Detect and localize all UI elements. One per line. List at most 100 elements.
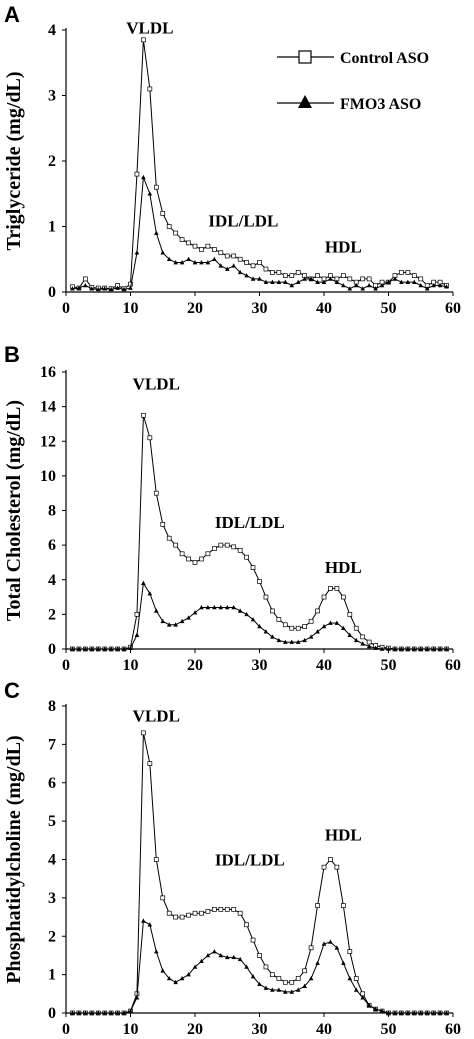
data-point-triangle <box>444 1010 449 1015</box>
data-point-triangle <box>141 174 146 180</box>
data-point-triangle <box>147 591 153 596</box>
data-point-triangle <box>250 276 256 281</box>
data-point-triangle <box>224 266 230 271</box>
data-point-triangle <box>95 646 101 651</box>
data-point-triangle <box>276 279 282 284</box>
peak-annotation: IDL/LDL <box>208 212 278 231</box>
x-tick-label: 30 <box>252 1021 268 1038</box>
data-point-square <box>179 237 185 242</box>
data-point-triangle <box>141 580 146 586</box>
data-point-triangle <box>83 1010 88 1015</box>
data-point-square <box>321 864 327 870</box>
data-point-square <box>153 857 159 862</box>
peak-annotation: HDL <box>325 238 362 257</box>
data-point-triangle <box>70 286 75 291</box>
data-point-triangle <box>218 263 224 268</box>
data-point-triangle <box>360 995 365 1000</box>
data-point-square <box>270 972 275 977</box>
data-point-triangle <box>199 260 204 265</box>
data-point-square <box>353 625 359 631</box>
data-point-triangle <box>128 285 133 290</box>
data-point-triangle <box>341 282 346 288</box>
data-point-triangle <box>115 285 120 290</box>
data-point-square <box>82 276 88 282</box>
data-point-triangle <box>244 611 249 617</box>
data-point-square <box>308 945 314 951</box>
data-point-triangle <box>424 286 430 291</box>
data-point-triangle <box>186 615 191 620</box>
data-point-triangle <box>237 269 243 275</box>
x-tick-label: 30 <box>252 300 268 317</box>
data-point-square <box>418 276 424 282</box>
data-point-square <box>205 243 211 249</box>
data-point-square <box>166 910 172 916</box>
data-point-triangle <box>128 645 133 650</box>
data-point-square <box>405 270 411 275</box>
data-point-triangle <box>231 604 236 610</box>
x-tick-label: 50 <box>381 1021 397 1038</box>
data-point-triangle <box>302 637 307 643</box>
data-point-square <box>257 953 262 958</box>
data-point-triangle <box>289 989 295 994</box>
data-point-square <box>237 547 243 553</box>
data-point-square <box>315 903 320 908</box>
data-point-triangle <box>205 260 211 265</box>
data-point-triangle <box>102 646 107 651</box>
data-point-triangle <box>134 995 140 1000</box>
data-point-triangle <box>366 643 372 649</box>
data-point-square <box>224 542 230 548</box>
peak-annotation: VLDL <box>133 706 180 725</box>
x-tick-label: 20 <box>187 300 203 317</box>
data-point-square <box>205 551 211 557</box>
data-point-square <box>276 270 282 275</box>
data-point-square <box>237 910 243 916</box>
data-point-square <box>224 907 230 912</box>
series-fmo3-aso <box>70 918 449 1015</box>
data-point-triangle <box>392 1010 398 1015</box>
data-point-triangle <box>231 954 236 960</box>
data-point-square <box>134 171 140 177</box>
data-point-triangle <box>437 282 443 288</box>
y-tick-label: 0 <box>48 284 56 301</box>
data-point-triangle <box>212 604 217 610</box>
data-point-square <box>315 273 320 278</box>
data-point-triangle <box>366 1002 372 1008</box>
panel-letter: A <box>4 2 20 27</box>
data-point-triangle <box>160 618 166 624</box>
data-point-square <box>353 976 359 981</box>
data-point-square <box>237 256 243 262</box>
data-point-triangle <box>70 1010 75 1015</box>
triangle-marker-icon <box>298 95 312 108</box>
data-point-square <box>360 634 366 640</box>
x-tick-label: 50 <box>381 300 397 317</box>
data-point-triangle <box>302 983 307 988</box>
data-point-triangle <box>295 279 301 284</box>
data-point-triangle <box>179 618 185 624</box>
data-point-square <box>250 937 256 943</box>
data-point-triangle <box>328 276 333 281</box>
data-point-triangle <box>321 941 327 946</box>
data-point-triangle <box>263 279 269 284</box>
x-tick-label: 40 <box>316 657 332 674</box>
series-fmo3-aso <box>70 174 449 292</box>
y-tick-label: 6 <box>48 775 56 792</box>
data-point-triangle <box>89 1010 95 1015</box>
data-point-triangle <box>95 286 101 292</box>
data-point-square <box>308 618 314 624</box>
data-point-triangle <box>386 1010 391 1015</box>
series-fmo3-aso <box>70 580 449 651</box>
data-point-triangle <box>405 1010 411 1015</box>
data-point-triangle <box>192 610 198 615</box>
series-line <box>72 415 447 650</box>
data-point-triangle <box>83 282 88 288</box>
data-point-triangle <box>360 641 365 646</box>
data-point-triangle <box>405 646 411 651</box>
data-point-triangle <box>250 617 256 622</box>
data-point-triangle <box>199 604 204 610</box>
data-point-triangle <box>121 646 127 651</box>
data-point-triangle <box>366 282 372 288</box>
y-tick-label: 4 <box>48 572 56 589</box>
y-tick-label: 5 <box>48 813 56 830</box>
data-point-square <box>411 273 417 278</box>
data-point-square <box>199 556 204 562</box>
